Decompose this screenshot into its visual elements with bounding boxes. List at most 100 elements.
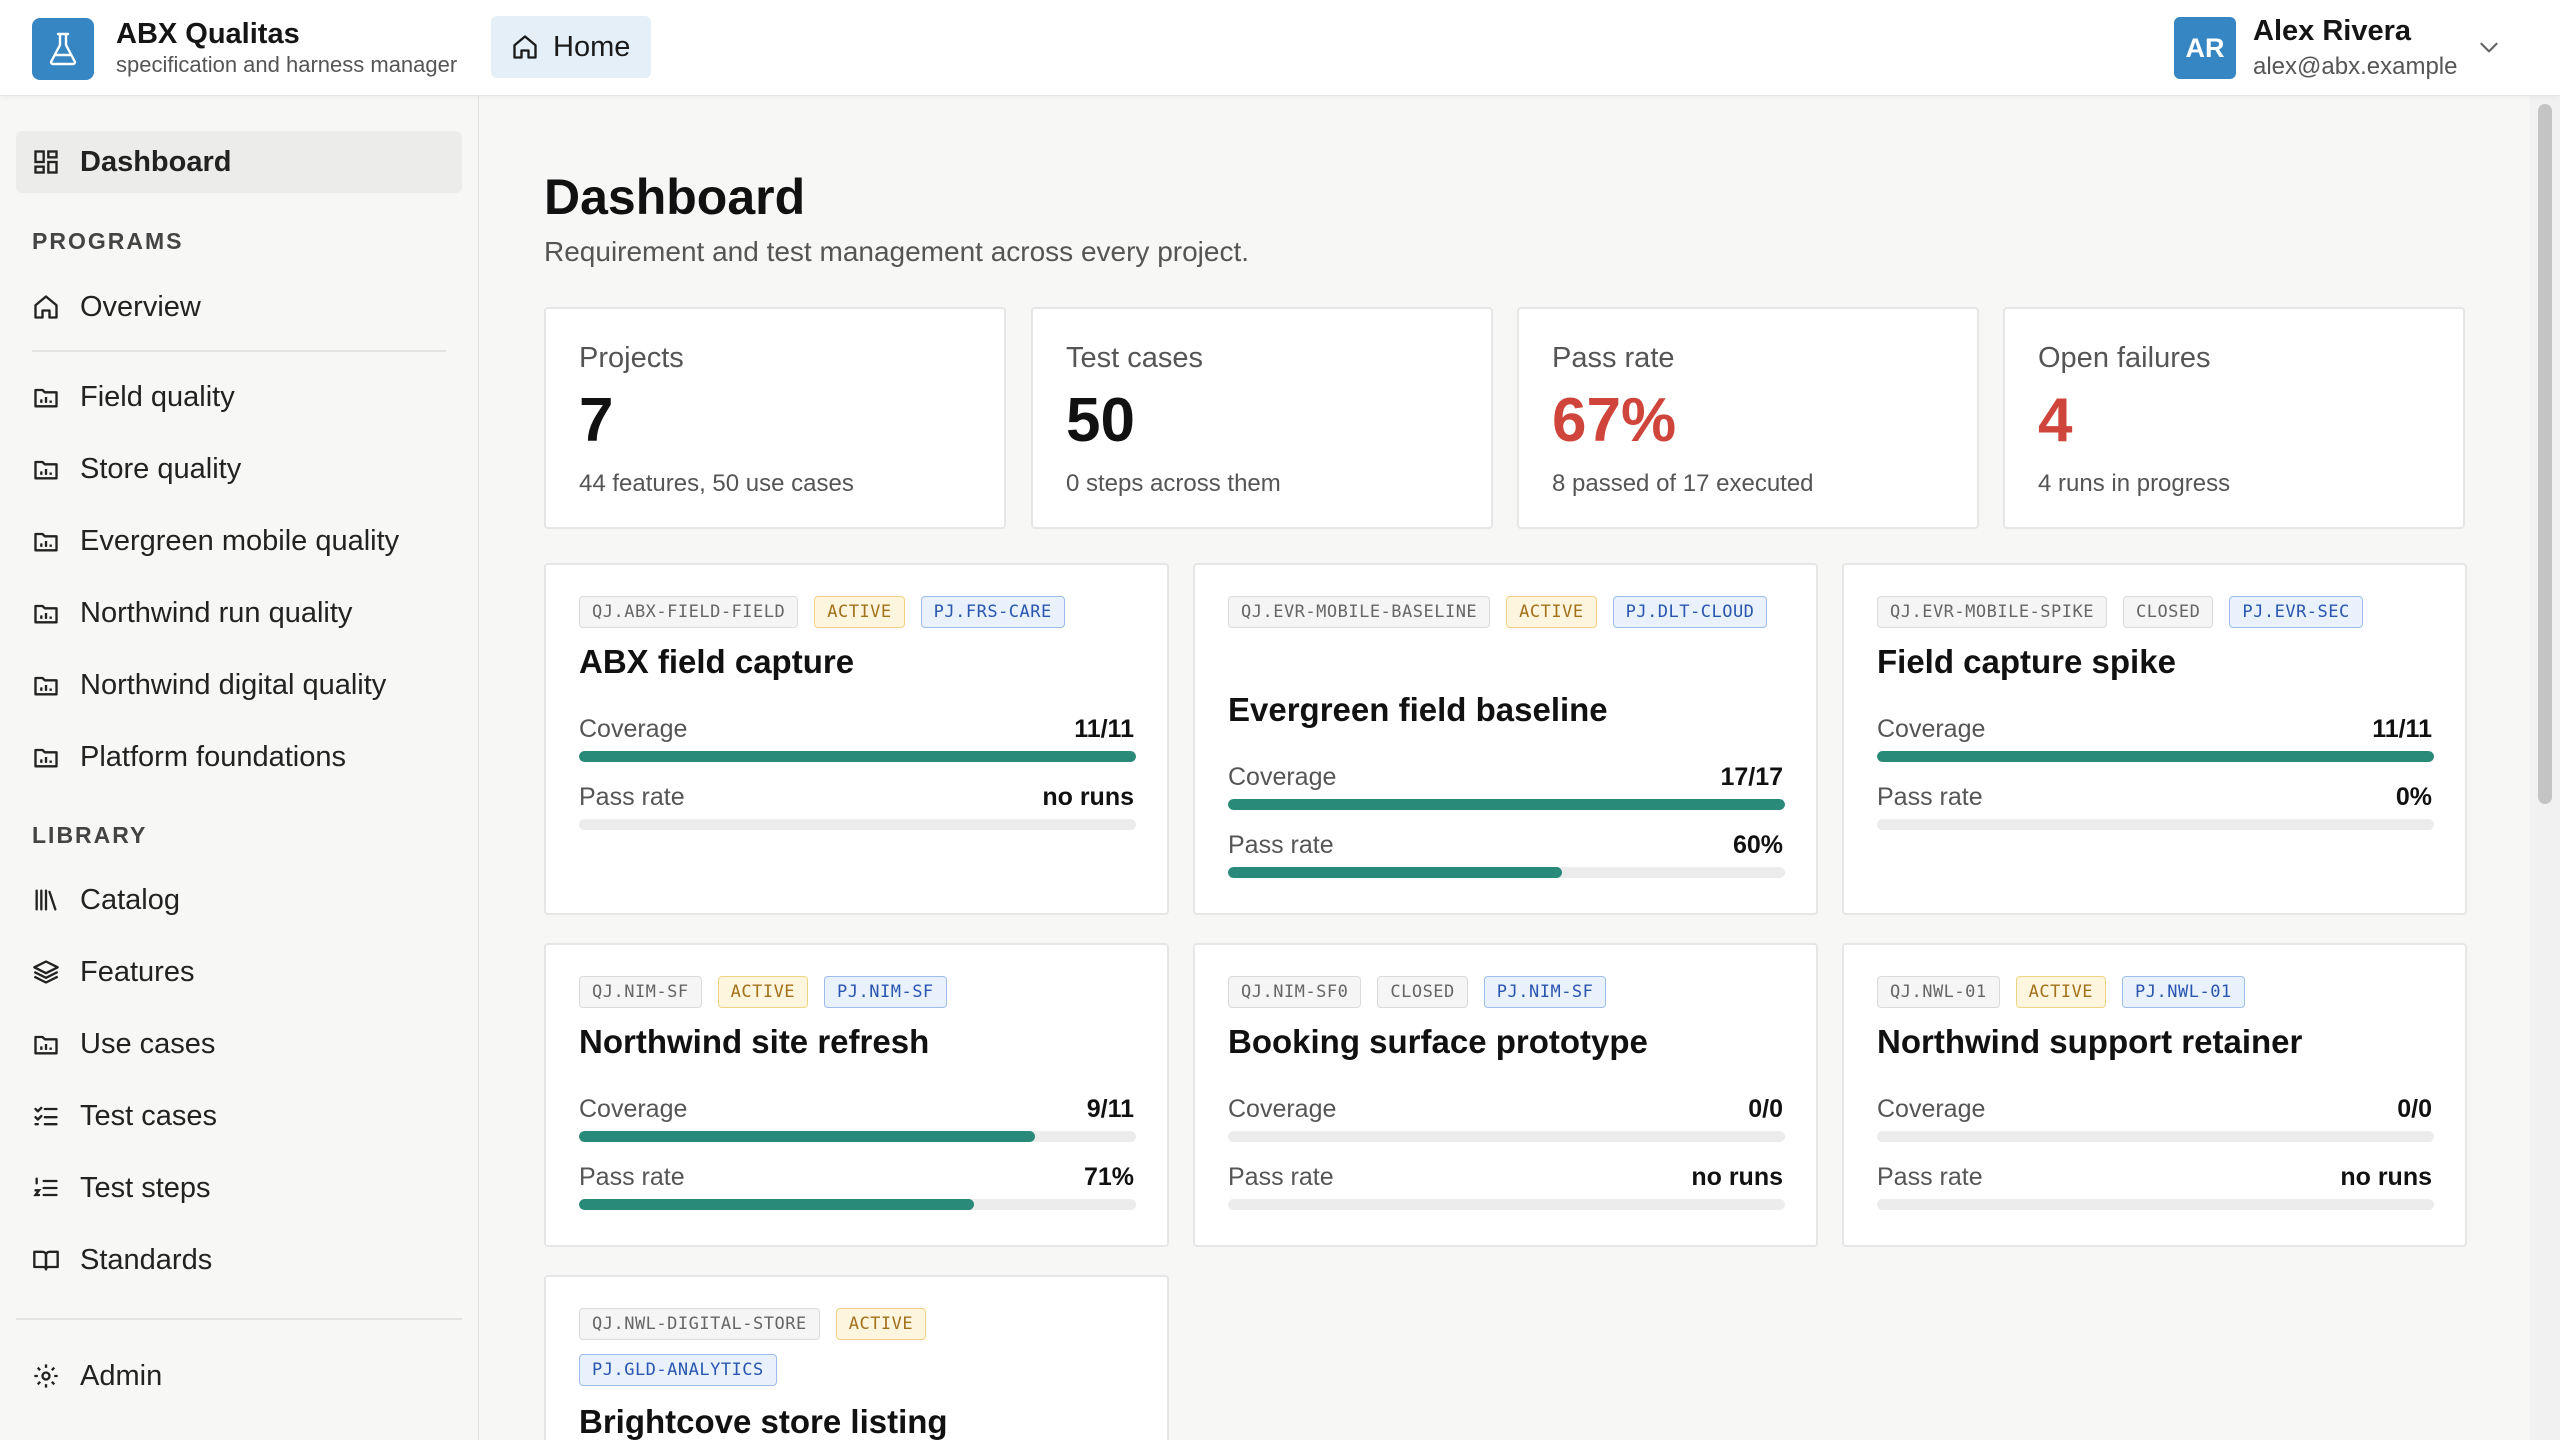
sidebar-item-program[interactable]: Field quality: [16, 366, 462, 428]
card-title: Northwind site refresh: [579, 1023, 930, 1060]
sidebar-divider: [32, 350, 446, 352]
sidebar-item-dashboard[interactable]: Dashboard: [16, 131, 462, 193]
stat-note: 44 features, 50 use cases: [579, 470, 854, 497]
chevron-down-icon[interactable]: [2476, 34, 2502, 60]
coverage-label: Coverage: [579, 1095, 688, 1123]
project-card[interactable]: QJ.EVR-MOBILE-SPIKE CLOSED PJ.EVR-SEC Fi…: [1842, 563, 2467, 915]
folder-chart-icon: [34, 748, 58, 768]
sidebar-item-admin[interactable]: Admin: [16, 1345, 462, 1407]
pass-rate-value: no runs: [1042, 783, 1134, 811]
coverage-bar: [579, 1131, 1136, 1142]
project-tag[interactable]: PJ.FRS-CARE: [920, 596, 1065, 628]
sidebar-item-catalog[interactable]: Catalog: [16, 869, 462, 931]
app-logo[interactable]: [32, 18, 94, 80]
sidebar-item-label: Northwind run quality: [80, 596, 353, 629]
sidebar-item-test-steps[interactable]: Test steps: [16, 1157, 462, 1219]
sidebar-item-label: Test cases: [80, 1099, 217, 1132]
list-ordered-icon: [33, 1177, 58, 1197]
project-card[interactable]: QJ.NWL-DIGITAL-STORE ACTIVE PJ.GLD-ANALY…: [544, 1275, 1169, 1440]
card-title: Evergreen field baseline: [1228, 691, 1608, 728]
home-label: Home: [553, 30, 631, 63]
project-tag[interactable]: PJ.NIM-SF: [1483, 976, 1607, 1008]
coverage-value: 11/11: [2372, 715, 2432, 743]
coverage-label: Coverage: [1228, 1095, 1337, 1123]
scrollbar[interactable]: [2530, 96, 2560, 1440]
app-title: ABX Qualitas: [116, 18, 300, 50]
sidebar-item-overview[interactable]: Overview: [16, 276, 462, 338]
dashboard-icon: [34, 150, 58, 174]
coverage-label: Coverage: [1877, 715, 1986, 743]
flask-icon: [49, 32, 77, 66]
tag-row: QJ.NIM-SF ACTIVE PJ.NIM-SF: [579, 976, 1139, 1008]
pass-rate-label: Pass rate: [579, 1163, 685, 1191]
status-badge: ACTIVE: [717, 976, 809, 1008]
project-tag[interactable]: PJ.NWL-01: [2122, 976, 2245, 1008]
pass-rate-value: 0%: [2395, 783, 2432, 811]
coverage-bar-fill: [1877, 751, 2434, 762]
user-name[interactable]: Alex Rivera: [2253, 15, 2411, 47]
tag-row: QJ.NIM-SF0 CLOSED PJ.NIM-SF: [1228, 976, 1788, 1008]
sidebar-item-program[interactable]: Northwind run quality: [16, 582, 462, 644]
sidebar: Dashboard PROGRAMS Overview Field qualit…: [0, 96, 479, 1440]
home-button[interactable]: Home: [491, 16, 651, 78]
pass-rate-bar: [1228, 1199, 1785, 1210]
project-card[interactable]: QJ.NIM-SF0 CLOSED PJ.NIM-SF Booking surf…: [1193, 943, 1818, 1247]
tag-row: QJ.EVR-MOBILE-BASELINE ACTIVE PJ.DLT-CLO…: [1228, 596, 1788, 628]
card-title: Brightcove store listing: [579, 1403, 948, 1440]
project-tag[interactable]: PJ.GLD-ANALYTICS: [579, 1354, 777, 1386]
code-tag: QJ.ABX-FIELD-FIELD: [579, 596, 799, 628]
pass-rate-label: Pass rate: [1228, 1163, 1334, 1191]
coverage-bar-fill: [579, 1131, 1035, 1142]
sidebar-item-program[interactable]: Evergreen mobile quality: [16, 510, 462, 572]
folder-chart-icon: [34, 460, 58, 480]
avatar[interactable]: AR: [2174, 17, 2236, 79]
sidebar-item-label: Dashboard: [80, 145, 232, 178]
scrollbar-thumb[interactable]: [2538, 104, 2552, 804]
coverage-bar: [1877, 751, 2434, 762]
sidebar-item-label: Store quality: [80, 452, 242, 485]
sidebar-divider: [16, 1318, 462, 1320]
stat-label: Open failures: [2038, 342, 2211, 374]
sidebar-item-test-cases[interactable]: Test cases: [16, 1085, 462, 1147]
project-card[interactable]: QJ.NIM-SF ACTIVE PJ.NIM-SF Northwind sit…: [544, 943, 1169, 1247]
sidebar-item-program[interactable]: Northwind digital quality: [16, 654, 462, 716]
stat-note: 4 runs in progress: [2038, 470, 2231, 497]
coverage-value: 17/17: [1720, 763, 1783, 791]
page-title: Dashboard: [544, 169, 806, 225]
coverage-value: 9/11: [1086, 1095, 1134, 1123]
status-badge: ACTIVE: [1506, 596, 1597, 628]
code-tag: QJ.NIM-SF0: [1228, 976, 1362, 1008]
status-badge: CLOSED: [1377, 976, 1468, 1008]
user-email: alex@abx.example: [2253, 53, 2458, 80]
project-card[interactable]: QJ.ABX-FIELD-FIELD ACTIVE PJ.FRS-CARE AB…: [544, 563, 1169, 915]
coverage-value: 0/0: [1748, 1095, 1783, 1123]
sidebar-item-features[interactable]: Features: [16, 941, 462, 1003]
card-title: Northwind support retainer: [1877, 1023, 2303, 1060]
checklist-icon: [34, 1106, 58, 1126]
status-badge: CLOSED: [2122, 596, 2214, 628]
project-tag[interactable]: PJ.NIM-SF: [824, 976, 947, 1008]
code-tag: QJ.NIM-SF: [579, 976, 702, 1008]
sidebar-item-use-cases[interactable]: Use cases: [16, 1013, 462, 1075]
sidebar-item-label: Standards: [80, 1243, 213, 1276]
stat-card-pass-rate: Pass rate 67% 8 passed of 17 executed: [1517, 307, 1979, 529]
pass-rate-label: Pass rate: [579, 783, 685, 811]
coverage-value: 0/0: [2397, 1095, 2432, 1123]
code-tag: QJ.NWL-01: [1877, 976, 2000, 1008]
coverage-bar-fill: [579, 751, 1136, 762]
sidebar-item-label: Overview: [80, 290, 201, 323]
stat-card-open-failures: Open failures 4 4 runs in progress: [2003, 307, 2465, 529]
project-tag[interactable]: PJ.EVR-SEC: [2229, 596, 2363, 628]
project-card[interactable]: QJ.EVR-MOBILE-BASELINE ACTIVE PJ.DLT-CLO…: [1193, 563, 1818, 915]
project-tag[interactable]: PJ.DLT-CLOUD: [1612, 596, 1768, 628]
pass-rate-value: no runs: [2340, 1163, 2432, 1191]
folder-chart-icon: [34, 676, 58, 696]
project-card[interactable]: QJ.NWL-01 ACTIVE PJ.NWL-01 Northwind sup…: [1842, 943, 2467, 1247]
sidebar-item-label: Use cases: [80, 1027, 216, 1060]
pass-rate-value: 71%: [1083, 1163, 1134, 1191]
layers-icon: [33, 960, 59, 984]
sidebar-item-standards[interactable]: Standards: [16, 1229, 462, 1291]
card-title: ABX field capture: [579, 643, 855, 680]
sidebar-item-program[interactable]: Store quality: [16, 438, 462, 500]
sidebar-item-program[interactable]: Platform foundations: [16, 726, 462, 788]
